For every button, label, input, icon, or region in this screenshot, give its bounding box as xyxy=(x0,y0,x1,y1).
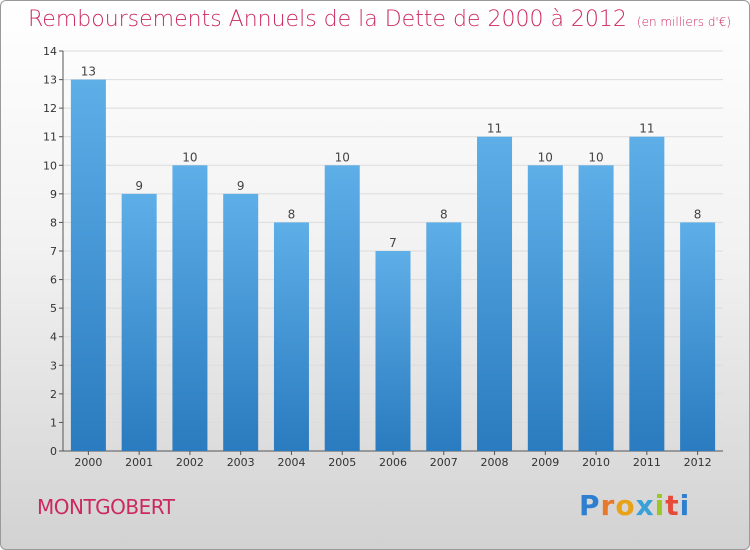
data-label: 11 xyxy=(487,122,502,136)
x-tick-label: 2010 xyxy=(582,456,610,469)
logo-letter: o xyxy=(615,489,636,522)
bar xyxy=(70,79,106,452)
y-tick-label: 14 xyxy=(43,45,57,58)
data-label: 10 xyxy=(335,150,350,164)
unit-note: (en milliers d'€) xyxy=(636,15,732,29)
bars xyxy=(70,79,716,452)
data-labels: 13 9 10 9 8 10 7 8 11 10 10 11 8 xyxy=(81,65,702,250)
x-tick-label: 2006 xyxy=(379,456,407,469)
data-label: 7 xyxy=(389,236,397,250)
data-label: 10 xyxy=(588,150,603,164)
chart-title: Remboursements Annuels de la Dette de 20… xyxy=(28,7,731,32)
logo-letter: P xyxy=(579,489,601,522)
y-tick-label: 10 xyxy=(43,159,57,172)
y-tick-label: 5 xyxy=(50,302,57,315)
bar xyxy=(223,193,259,451)
x-tick-label: 2011 xyxy=(633,456,661,469)
y-tick-label: 12 xyxy=(43,102,57,115)
data-label: 8 xyxy=(440,207,448,221)
y-tick-label: 4 xyxy=(50,331,57,344)
bar xyxy=(578,165,614,452)
bar xyxy=(477,136,513,451)
x-tick-label: 2007 xyxy=(430,456,458,469)
logo-letter: i xyxy=(654,489,666,522)
x-tick-label: 2005 xyxy=(328,456,356,469)
y-tick-label: 7 xyxy=(50,245,57,258)
y-tick-label: 11 xyxy=(43,131,57,144)
y-tick-label: 3 xyxy=(50,359,57,372)
logo-letter: t xyxy=(665,489,680,522)
bar xyxy=(324,165,360,452)
y-tick-label: 6 xyxy=(50,274,57,287)
y-tick-label: 1 xyxy=(50,416,57,429)
x-tick-label: 2009 xyxy=(531,456,559,469)
data-label: 11 xyxy=(639,122,654,136)
chart-title-text: Remboursements Annuels de la Dette de 20… xyxy=(28,7,627,32)
x-tick-label: 2004 xyxy=(277,456,305,469)
logo-letter: i xyxy=(679,489,691,522)
data-label: 9 xyxy=(135,179,143,193)
x-tick-label: 2003 xyxy=(227,456,255,469)
bar xyxy=(375,251,411,451)
x-tick-label: 2012 xyxy=(684,456,712,469)
logo-letter: x xyxy=(635,489,655,522)
y-tick-label: 0 xyxy=(50,445,57,458)
bar xyxy=(121,193,157,451)
data-label: 8 xyxy=(288,207,296,221)
y-tick-label: 2 xyxy=(50,388,57,401)
x-tick-label: 2008 xyxy=(481,456,509,469)
data-label: 8 xyxy=(694,207,702,221)
y-tick-label: 9 xyxy=(50,188,57,201)
proxiti-logo: Proxiti xyxy=(579,489,690,522)
x-tick-label: 2000 xyxy=(74,456,102,469)
logo-letter: r xyxy=(600,489,616,522)
x-tick-label: 2001 xyxy=(125,456,153,469)
bar xyxy=(172,165,208,452)
data-label: 13 xyxy=(81,65,96,79)
data-label: 10 xyxy=(182,150,197,164)
x-tick-label: 2002 xyxy=(176,456,204,469)
bar xyxy=(527,165,563,452)
data-label: 9 xyxy=(237,179,245,193)
bar xyxy=(680,222,716,451)
bar xyxy=(629,136,665,451)
data-label: 10 xyxy=(538,150,553,164)
bar xyxy=(273,222,309,451)
y-tick-label: 13 xyxy=(43,74,57,87)
town-name: MONTGOBERT xyxy=(37,495,175,519)
bar xyxy=(426,222,462,451)
y-tick-label: 8 xyxy=(50,216,57,229)
